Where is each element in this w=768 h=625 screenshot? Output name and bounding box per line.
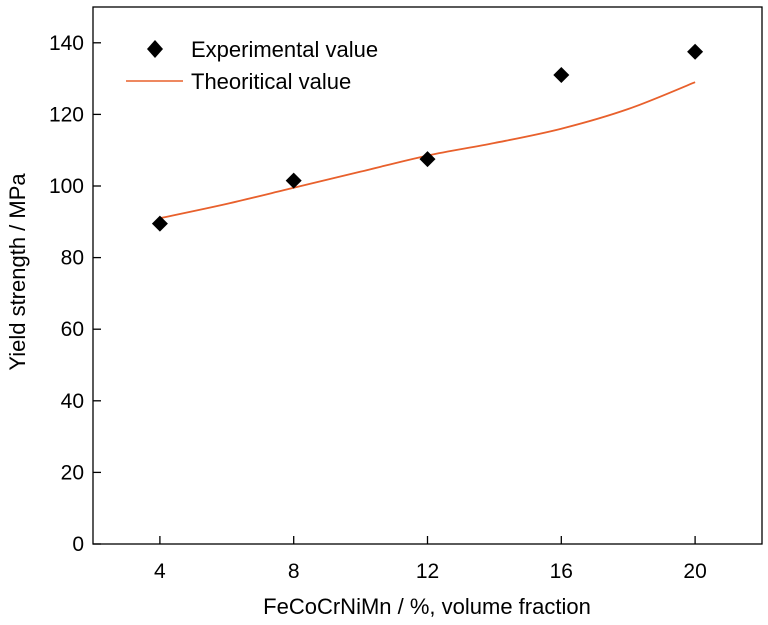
experimental-point <box>553 67 570 84</box>
legend: Experimental value Theoritical value <box>126 37 378 94</box>
y-axis-title: Yield strength / MPa <box>5 173 30 371</box>
y-tick-label: 80 <box>61 247 84 270</box>
theoretical-line <box>159 81 696 220</box>
x-tick-label: 20 <box>683 560 706 583</box>
y-tick-label: 140 <box>49 32 84 55</box>
legend-label-experimental: Experimental value <box>191 37 378 62</box>
experimental-series <box>151 43 704 232</box>
y-tick-label: 0 <box>72 533 84 556</box>
y-tick-label: 40 <box>61 390 84 413</box>
experimental-point <box>151 215 168 232</box>
experimental-point <box>687 43 704 60</box>
x-axis-ticks: 4 8 12 16 20 <box>154 536 707 583</box>
y-tick-label: 20 <box>61 461 84 484</box>
legend-label-theoretical: Theoritical value <box>191 69 351 94</box>
y-tick-label: 60 <box>61 318 84 341</box>
legend-diamond-marker <box>147 40 163 58</box>
y-tick-label: 120 <box>49 103 84 126</box>
experimental-point <box>419 151 436 168</box>
x-tick-label: 8 <box>288 560 300 583</box>
x-tick-label: 12 <box>416 560 439 583</box>
y-axis-ticks: 0 20 40 60 80 100 120 140 <box>49 32 101 556</box>
y-tick-label: 100 <box>49 175 84 198</box>
x-tick-label: 4 <box>154 560 166 583</box>
x-axis-title: FeCoCrNiMn / %, volume fraction <box>263 594 591 619</box>
x-tick-label: 16 <box>550 560 573 583</box>
experimental-point <box>285 172 302 189</box>
theoretical-series <box>159 81 696 220</box>
